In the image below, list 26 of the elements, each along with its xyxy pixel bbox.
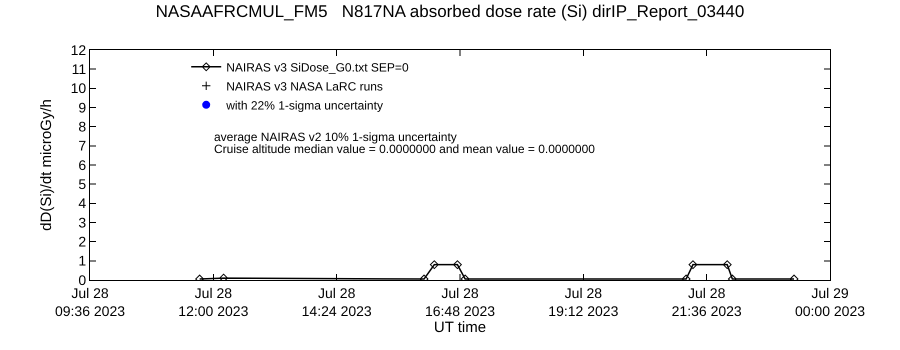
chart-title: NASAAFRCMUL_FM5 N817NA absorbed dose rate (Si) dirIP_Report_03440 (156, 2, 744, 22)
y-tick-label: 5 (78, 176, 86, 192)
x-tick-label: Jul 28 21:36 2023 (672, 284, 742, 319)
y-tick-label: 2 (78, 234, 86, 250)
legend-label: NAIRAS v3 SiDose_G0.txt SEP=0 (226, 60, 409, 74)
y-tick-label: 10 (70, 80, 86, 96)
y-tick-label: 1 (78, 252, 86, 269)
annotation: average NAIRAS v2 10% 1-sigma uncertainty (214, 130, 457, 144)
x-tick-label: Jul 28 14:24 2023 (302, 284, 372, 319)
y-tick-label: 9 (78, 99, 86, 116)
annotation: Cruise altitude median value = 0.0000000 and mean value = 0.0000000 (214, 142, 596, 156)
x-tick-label: Jul 29 00:00 2023 (794, 284, 866, 319)
y-axis-title: dD(Si)/dt microGy/h (38, 99, 55, 231)
x-tick-label: Jul 28 12:00 2023 (178, 284, 249, 319)
x-axis-title: UT time (434, 319, 486, 336)
legend-label: NAIRAS v3 NASA LaRC runs (226, 79, 383, 94)
legend-label: with 22% 1-sigma uncertainty (225, 98, 383, 112)
y-tick-label: 6 (78, 156, 86, 173)
y-tick-label: 7 (78, 138, 86, 154)
y-tick-label: 12 (70, 42, 86, 58)
y-tick-label: 11 (72, 61, 86, 78)
y-tick-label: 3 (78, 214, 86, 230)
x-tick-label: Jul 28 16:48 2023 (424, 284, 496, 319)
y-tick-label: 8 (78, 118, 86, 135)
y-tick-label: 4 (78, 195, 86, 212)
x-tick-label: Jul 28 19:12 2023 (548, 284, 619, 319)
